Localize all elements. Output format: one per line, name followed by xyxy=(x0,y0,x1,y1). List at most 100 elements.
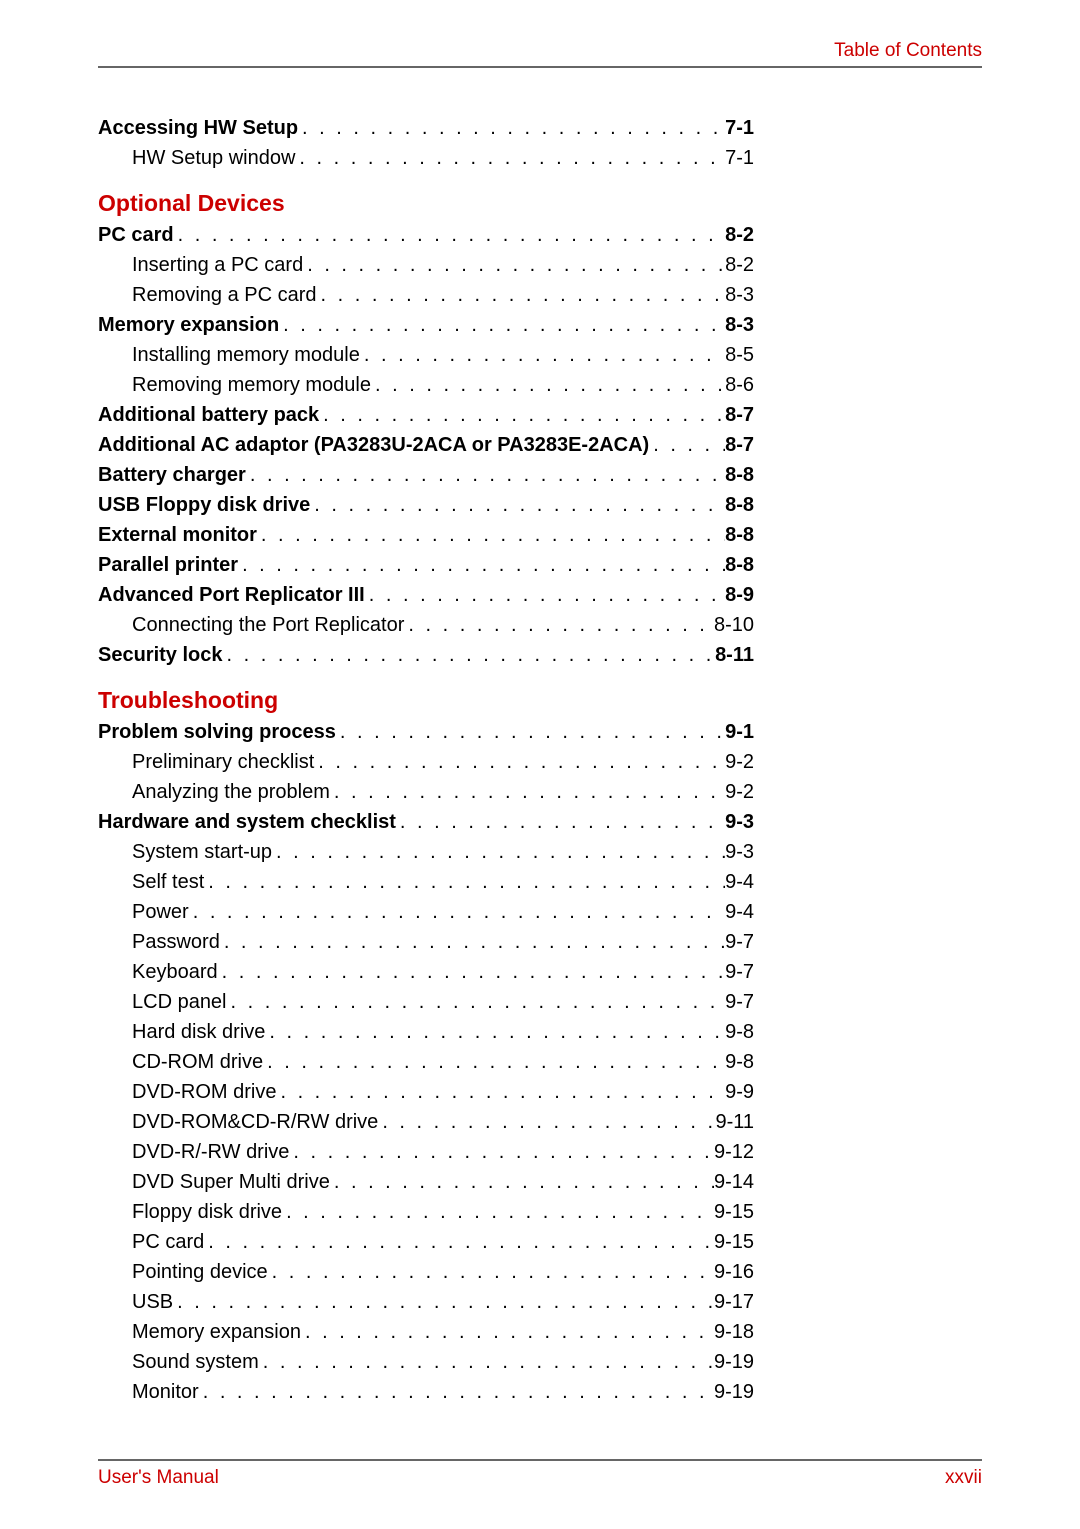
toc-dot-leader xyxy=(276,1078,725,1106)
toc-dot-leader xyxy=(378,1108,715,1136)
toc-entry[interactable]: Problem solving process9-1 xyxy=(98,718,754,746)
toc-entry-label: Preliminary checklist xyxy=(132,751,314,773)
toc-entry-label: PC card xyxy=(132,1231,204,1253)
toc-entry-label: Monitor xyxy=(132,1381,199,1403)
toc-entry[interactable]: Hard disk drive9-8 xyxy=(98,1018,754,1046)
toc-entry-label: Sound system xyxy=(132,1351,259,1373)
toc-entry-page: 8-7 xyxy=(725,431,754,459)
toc-entry-label: External monitor xyxy=(98,524,257,546)
toc-entry-label: Connecting the Port Replicator xyxy=(132,614,404,636)
section-heading: Troubleshooting xyxy=(98,687,754,714)
toc-entry[interactable]: System start-up9-3 xyxy=(98,838,754,866)
toc-entry-label: Removing a PC card xyxy=(132,284,317,306)
toc-entry-label: Hard disk drive xyxy=(132,1021,265,1043)
toc-dot-leader xyxy=(303,251,725,279)
bottom-divider xyxy=(98,1459,982,1461)
toc-entry[interactable]: Additional battery pack8-7 xyxy=(98,401,754,429)
toc-entry[interactable]: Keyboard9-7 xyxy=(98,958,754,986)
toc-entry-label: Self test xyxy=(132,871,204,893)
toc-entry[interactable]: Hardware and system checklist9-3 xyxy=(98,808,754,836)
toc-entry-label: Problem solving process xyxy=(98,721,336,743)
toc-dot-leader xyxy=(174,221,726,249)
toc-entry-label: Keyboard xyxy=(132,961,218,983)
toc-entry-label-wrap: Installing memory module xyxy=(98,341,360,369)
toc-entry-page: 9-14 xyxy=(714,1168,754,1196)
toc-entry[interactable]: DVD-R/-RW drive9-12 xyxy=(98,1138,754,1166)
toc-entry-page: 8-5 xyxy=(725,341,754,369)
toc-dot-leader xyxy=(314,748,725,776)
toc-entry-label-wrap: LCD panel xyxy=(98,988,227,1016)
toc-entry-label-wrap: Inserting a PC card xyxy=(98,251,303,279)
toc-dot-leader xyxy=(204,1228,714,1256)
toc-entry[interactable]: Analyzing the problem 9-2 xyxy=(98,778,754,806)
toc-entry-label: Additional battery pack xyxy=(98,404,319,426)
toc-dot-leader xyxy=(319,401,725,429)
toc-entry[interactable]: USB9-17 xyxy=(98,1288,754,1316)
toc-entry[interactable]: Parallel printer8-8 xyxy=(98,551,754,579)
toc-entry[interactable]: Pointing device9-16 xyxy=(98,1258,754,1286)
toc-entry[interactable]: Sound system9-19 xyxy=(98,1348,754,1376)
toc-entry-page: 9-9 xyxy=(725,1078,754,1106)
toc-entry[interactable]: Preliminary checklist9-2 xyxy=(98,748,754,776)
toc-entry[interactable]: Security lock8-11 xyxy=(98,641,754,669)
toc-dot-leader xyxy=(298,114,725,142)
toc-dot-leader xyxy=(310,491,725,519)
toc-entry[interactable]: Floppy disk drive9-15 xyxy=(98,1198,754,1226)
toc-entry-label-wrap: Removing a PC card xyxy=(98,281,317,309)
toc-entry-label: Battery charger xyxy=(98,464,246,486)
toc-entry-page: 8-8 xyxy=(725,521,754,549)
toc-entry[interactable]: Advanced Port Replicator III 8-9 xyxy=(98,581,754,609)
toc-entry-label-wrap: USB xyxy=(98,1288,173,1316)
toc-entry-label-wrap: Memory expansion xyxy=(98,311,279,339)
toc-entry[interactable]: Removing memory module8-6 xyxy=(98,371,754,399)
toc-dot-leader xyxy=(371,371,725,399)
toc-entry-page: 8-6 xyxy=(725,371,754,399)
toc-entry[interactable]: Accessing HW Setup7-1 xyxy=(98,114,754,142)
toc-entry-label-wrap: DVD-R/-RW drive xyxy=(98,1138,289,1166)
toc-entry-label: Analyzing the problem xyxy=(132,781,330,803)
toc-entry-page: 8-10 xyxy=(714,611,754,639)
toc-entry[interactable]: Additional AC adaptor (PA3283U-2ACA or P… xyxy=(98,431,754,459)
toc-entry[interactable]: USB Floppy disk drive8-8 xyxy=(98,491,754,519)
toc-entry-page: 8-9 xyxy=(725,581,754,609)
toc-entry[interactable]: PC card9-15 xyxy=(98,1228,754,1256)
toc-entry-label-wrap: Keyboard xyxy=(98,958,218,986)
toc-entry[interactable]: LCD panel9-7 xyxy=(98,988,754,1016)
toc-entry-page: 7-1 xyxy=(725,114,754,142)
toc-entry[interactable]: Installing memory module 8-5 xyxy=(98,341,754,369)
toc-entry[interactable]: DVD-ROM&CD-R/RW drive9-11 xyxy=(98,1108,754,1136)
toc-entry[interactable]: Memory expansion9-18 xyxy=(98,1318,754,1346)
toc-entry[interactable]: PC card8-2 xyxy=(98,221,754,249)
toc-entry-label-wrap: Power xyxy=(98,898,189,926)
toc-entry[interactable]: Battery charger8-8 xyxy=(98,461,754,489)
toc-entry[interactable]: Self test9-4 xyxy=(98,868,754,896)
toc-dot-leader xyxy=(649,431,725,459)
toc-entry-label: DVD-ROM drive xyxy=(132,1081,276,1103)
toc-entry[interactable]: CD-ROM drive9-8 xyxy=(98,1048,754,1076)
toc-entry-label-wrap: Self test xyxy=(98,868,204,896)
toc-entry-label-wrap: Additional AC adaptor (PA3283U-2ACA or P… xyxy=(98,431,649,459)
toc-entry[interactable]: Monitor9-19 xyxy=(98,1378,754,1406)
toc-entry-label: HW Setup window xyxy=(132,147,295,169)
toc-entry[interactable]: Inserting a PC card8-2 xyxy=(98,251,754,279)
toc-dot-leader xyxy=(272,838,725,866)
toc-entry-label-wrap: Floppy disk drive xyxy=(98,1198,282,1226)
toc-entry-page: 9-2 xyxy=(725,778,754,806)
toc-entry[interactable]: DVD-ROM drive 9-9 xyxy=(98,1078,754,1106)
toc-entry-label-wrap: Security lock xyxy=(98,641,223,669)
toc-entry[interactable]: Memory expansion8-3 xyxy=(98,311,754,339)
toc-entry-label: Floppy disk drive xyxy=(132,1201,282,1223)
toc-entry[interactable]: Power9-4 xyxy=(98,898,754,926)
toc-entry[interactable]: Password9-7 xyxy=(98,928,754,956)
toc-dot-leader xyxy=(246,461,725,489)
toc-entry-label: DVD Super Multi drive xyxy=(132,1171,330,1193)
toc-entry[interactable]: DVD Super Multi drive 9-14 xyxy=(98,1168,754,1196)
toc-entry-label: Advanced Port Replicator III xyxy=(98,584,365,606)
toc-dot-leader xyxy=(238,551,725,579)
toc-entry[interactable]: Connecting the Port Replicator 8-10 xyxy=(98,611,754,639)
toc-entry[interactable]: External monitor 8-8 xyxy=(98,521,754,549)
toc-entry[interactable]: Removing a PC card8-3 xyxy=(98,281,754,309)
toc-entry-label: Additional AC adaptor (PA3283U-2ACA or P… xyxy=(98,434,649,456)
toc-dot-leader xyxy=(365,581,725,609)
toc-entry[interactable]: HW Setup window7-1 xyxy=(98,144,754,172)
